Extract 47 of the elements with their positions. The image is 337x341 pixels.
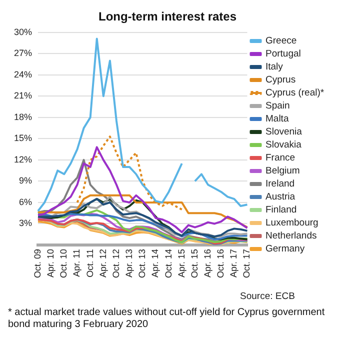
legend-label: Spain <box>266 100 290 112</box>
legend-label: Slovenia <box>266 126 303 138</box>
legend-label: Malta <box>266 114 290 125</box>
legend-label: Portugal <box>266 48 301 60</box>
legend-label: Ireland <box>266 178 295 190</box>
y-tick-label: 30% <box>14 26 32 37</box>
x-tick-label: Oct. 10 <box>58 248 69 278</box>
x-tick-label: Oct. 15 <box>189 248 200 278</box>
text: * actual market trade values without cut-off yield for Cyprus government bond maturing 3 February 2020 <box>8 307 326 331</box>
x-tick-label: Apr. 11 <box>72 248 82 277</box>
y-tick-label: 15% <box>14 133 32 144</box>
x-tick-label: Apr. 17 <box>228 248 239 278</box>
y-tick-label: 6% <box>19 196 32 207</box>
legend-label: Germany <box>266 244 305 255</box>
x-tick-label: Apr. 12 <box>98 248 108 278</box>
x-tick-label: Apr. 13 <box>124 248 134 278</box>
legend-label: Slovakia <box>266 140 302 151</box>
legend-label: Italy <box>266 62 284 73</box>
legend-label: Austria <box>266 192 296 203</box>
x-tick-label: Apr. 16 <box>202 248 212 278</box>
y-tick-label: 21% <box>14 90 32 101</box>
legend-label: Cyprus <box>266 74 296 86</box>
x-tick-label: Oct. 11 <box>84 248 95 278</box>
y-tick-label: 24% <box>14 69 32 80</box>
legend-label: Cyprus (real)* <box>266 88 324 99</box>
x-tick-label: Oct. 09 <box>32 248 42 278</box>
x-tick-label: Oct. 12 <box>110 248 121 278</box>
legend-label: Netherlands <box>266 230 317 242</box>
legend-label: Greece <box>266 36 297 47</box>
chart-title: Long-term interest rates <box>98 10 237 24</box>
y-tick-label: 18% <box>14 112 32 122</box>
legend-label: Finland <box>266 204 297 216</box>
y-tick-label: 12% <box>14 154 32 164</box>
y-tick-label: 27% <box>14 48 32 58</box>
legend-label: Luxembourg <box>266 218 318 229</box>
x-tick-label: Oct. 13 <box>137 248 148 278</box>
x-tick-label: Apr. 14 <box>150 248 160 278</box>
x-tick-label: Oct. 17 <box>242 248 252 278</box>
legend-label: Belgium <box>266 166 300 177</box>
x-tick-label: Oct. 14 <box>163 248 174 278</box>
x-tick-label: Oct. 16 <box>216 248 226 278</box>
legend-label: France <box>266 152 296 164</box>
y-tick-label: 3% <box>19 218 32 228</box>
y-tick-label: 9% <box>19 176 32 186</box>
x-tick-label: Apr. 15 <box>176 248 186 278</box>
x-tick-label: Apr. 10 <box>46 248 56 278</box>
source-note: Source: ECB <box>240 291 295 302</box>
